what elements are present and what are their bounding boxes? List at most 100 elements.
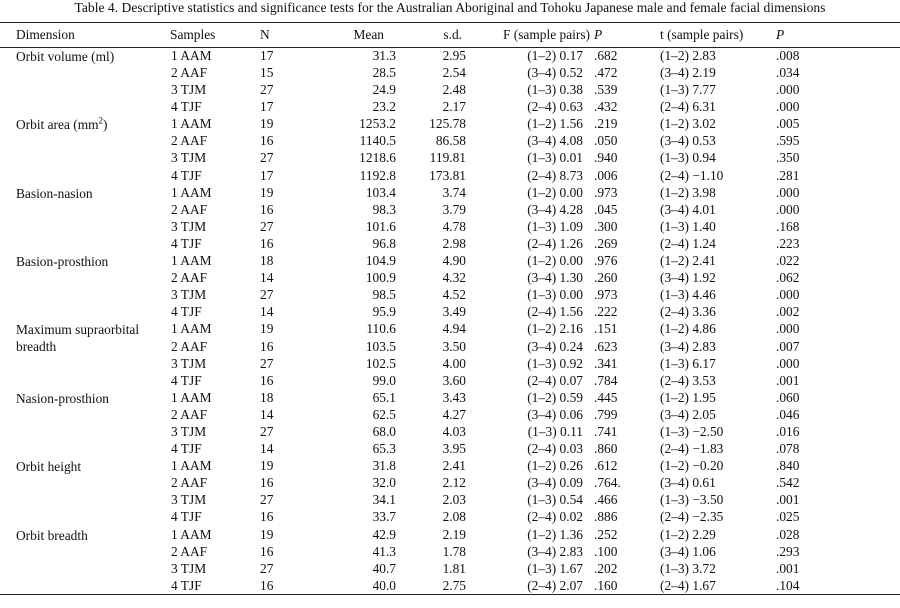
n-cell: 14 <box>260 406 274 422</box>
mean-cell: 104.9 <box>365 253 396 269</box>
f-test-cell: (3–4) 2.83 <box>527 543 583 559</box>
f-test-cell: (1–2) 0.00 <box>527 184 583 200</box>
p-t-cell: .104 <box>774 577 900 596</box>
dimension-label: Orbit area (mm2) <box>16 116 176 133</box>
n-cell: 16 <box>258 577 310 596</box>
p-t-cell: .000 <box>776 82 800 98</box>
n-cell: 16 <box>260 235 274 251</box>
n-cell: 27 <box>260 150 274 166</box>
n-cell: 17 <box>260 99 274 115</box>
p-f-cell: .219 <box>594 116 618 132</box>
dimension-cell <box>0 475 170 492</box>
mean-cell: 62.5 <box>372 406 396 422</box>
sample-cell: 4 TJF <box>171 235 202 251</box>
mean-cell: 24.9 <box>372 82 396 98</box>
p-f-cell: .006 <box>594 167 618 183</box>
f-test-cell: (3–4) 0.09 <box>527 475 583 491</box>
mean-cell: 98.3 <box>372 201 396 217</box>
p-f-cell: .623 <box>594 338 618 354</box>
t-test-cell: (1–3) 7.77 <box>660 82 716 98</box>
mean-cell: 31.3 <box>372 48 396 63</box>
sample-cell: 1 AAM <box>171 458 212 474</box>
sample-cell: 3 TJM <box>171 355 207 371</box>
sample-cell: 4 TJF <box>171 167 202 183</box>
p-t-cell: .223 <box>776 235 800 251</box>
p-t-cell: .002 <box>776 304 800 320</box>
p-t-cell: .022 <box>776 253 800 269</box>
p-f-cell: .682 <box>594 48 618 63</box>
t-test-cell: (2–4) 3.36 <box>660 304 716 320</box>
dimension-cell: Orbit breadth <box>0 527 170 544</box>
p-f-cell: .202 <box>594 560 618 576</box>
table-row: Basion-nasion 1 AAM 19 103.4 3.74 (1–2) 0.00.… <box>0 185 900 202</box>
p-f-cell: .973 <box>594 287 618 303</box>
dimension-name: Basion-prosthion <box>16 254 109 270</box>
sd-cell: 3.60 <box>442 372 466 388</box>
sd-cell: 2.48 <box>442 82 466 98</box>
p-t-cell: .025 <box>776 509 800 525</box>
t-test-cell: (1–2) 1.95 <box>660 389 716 405</box>
sd-cell: 2.03 <box>442 492 466 508</box>
f-test-cell: (3–4) 4.28 <box>527 201 583 217</box>
p-f-cell: .432 <box>594 99 618 115</box>
sd-cell: 1.81 <box>442 560 466 576</box>
sd-cell: 86.58 <box>435 133 466 149</box>
mean-cell: 33.7 <box>372 509 396 525</box>
sample-cell: 4 TJF <box>170 577 258 596</box>
sample-cell: 3 TJM <box>171 423 207 439</box>
f-test-cell: (1–2) 0.17 <box>527 48 583 63</box>
table-row: 3 TJM 27 101.6 4.78 (1–3) 1.09 .300 (1–3) 1.40… <box>0 219 900 236</box>
sample-cell: 4 TJF <box>171 304 202 320</box>
mean-cell: 98.5 <box>372 287 396 303</box>
sample-cell: 3 TJM <box>171 218 207 234</box>
p-t-cell: .000 <box>776 201 800 217</box>
sample-cell: 2 AAF <box>171 543 208 559</box>
n-cell: 19 <box>260 526 274 542</box>
t-test-cell: (3–4) 0.53 <box>660 133 716 149</box>
table-row: Nasion-prosthion 1 AAM 18 65.1 3.43 (1–2) 0.5… <box>0 390 900 407</box>
dimension-name: Nasion-prosthion <box>16 390 109 406</box>
table-row: Orbit area (mm2) 1 AAM 19 1253.2 125.78 (1–2)… <box>0 116 900 133</box>
header-f-test: F (sample pairs) <box>468 22 592 48</box>
header-p-f: P <box>592 22 654 48</box>
sample-cell: 2 AAF <box>171 270 208 286</box>
header-samples: Samples <box>170 22 258 48</box>
sample-cell: 1 AAM <box>171 389 212 405</box>
t-test-cell: (3–4) 2.83 <box>660 338 716 354</box>
table-row: Orbit volume (ml) 1 AAM 17 31.3 2.95 (1–2) 0.… <box>0 48 900 66</box>
t-test-cell: (3–4) 4.01 <box>660 201 716 217</box>
sd-cell: 3.50 <box>442 338 466 354</box>
table-row: 2 AAF 16 1140.5 86.58 (3–4) 4.08 .050 (3–4) 0.… <box>0 133 900 150</box>
dimension-label: Basion-prosthion <box>16 253 176 270</box>
p-f-cell: .784 <box>594 372 618 388</box>
f-test-cell: (1–2) 0.26 <box>527 458 583 474</box>
sd-cell: 4.90 <box>442 253 466 269</box>
table-row: 4 TJF 14 65.3 3.95 (2–4) 0.03 .860 (2–4) −1.83… <box>0 441 900 458</box>
p-f-cell: .976 <box>594 253 618 269</box>
sample-cell: 2 AAF <box>171 475 208 491</box>
sample-cell: 1 AAM <box>171 526 212 542</box>
p-f-cell: .160 <box>592 577 654 596</box>
f-test-cell: (1–3) 0.00 <box>527 287 583 303</box>
table-row: 3 TJM 27 68.0 4.03 (1–3) 0.11 .741 (1–3) −2.50… <box>0 424 900 441</box>
sample-cell: 2 AAF <box>171 133 208 149</box>
table-row: 4 TJF 16 96.8 2.98 (2–4) 1.26 .269 (2–4) 1.24.… <box>0 236 900 253</box>
dimension-cell <box>0 287 170 304</box>
p-f-cell: .445 <box>594 389 618 405</box>
table-row: Orbit breadth 1 AAM 19 42.9 2.19 (1–2) 1.36 .2… <box>0 527 900 544</box>
sd-cell: 3.95 <box>442 441 466 457</box>
sd-cell: 3.74 <box>442 184 466 200</box>
p-f-cell: .940 <box>594 150 618 166</box>
p-f-cell: .050 <box>594 133 618 149</box>
sample-cell: 2 AAF <box>171 201 208 217</box>
n-cell: 16 <box>260 543 274 559</box>
sd-cell: 2.75 <box>398 577 468 596</box>
t-test-cell: (1–2) 2.29 <box>660 526 716 542</box>
dimension-cell: Orbit area (mm2) <box>0 116 170 133</box>
t-test-cell: (1–3) 4.46 <box>660 287 716 303</box>
f-test-cell: (1–3) 1.67 <box>527 560 583 576</box>
t-test-cell: (2–4) 1.67 <box>654 577 774 596</box>
mean-cell: 95.9 <box>372 304 396 320</box>
p-t-cell: .007 <box>776 338 800 354</box>
